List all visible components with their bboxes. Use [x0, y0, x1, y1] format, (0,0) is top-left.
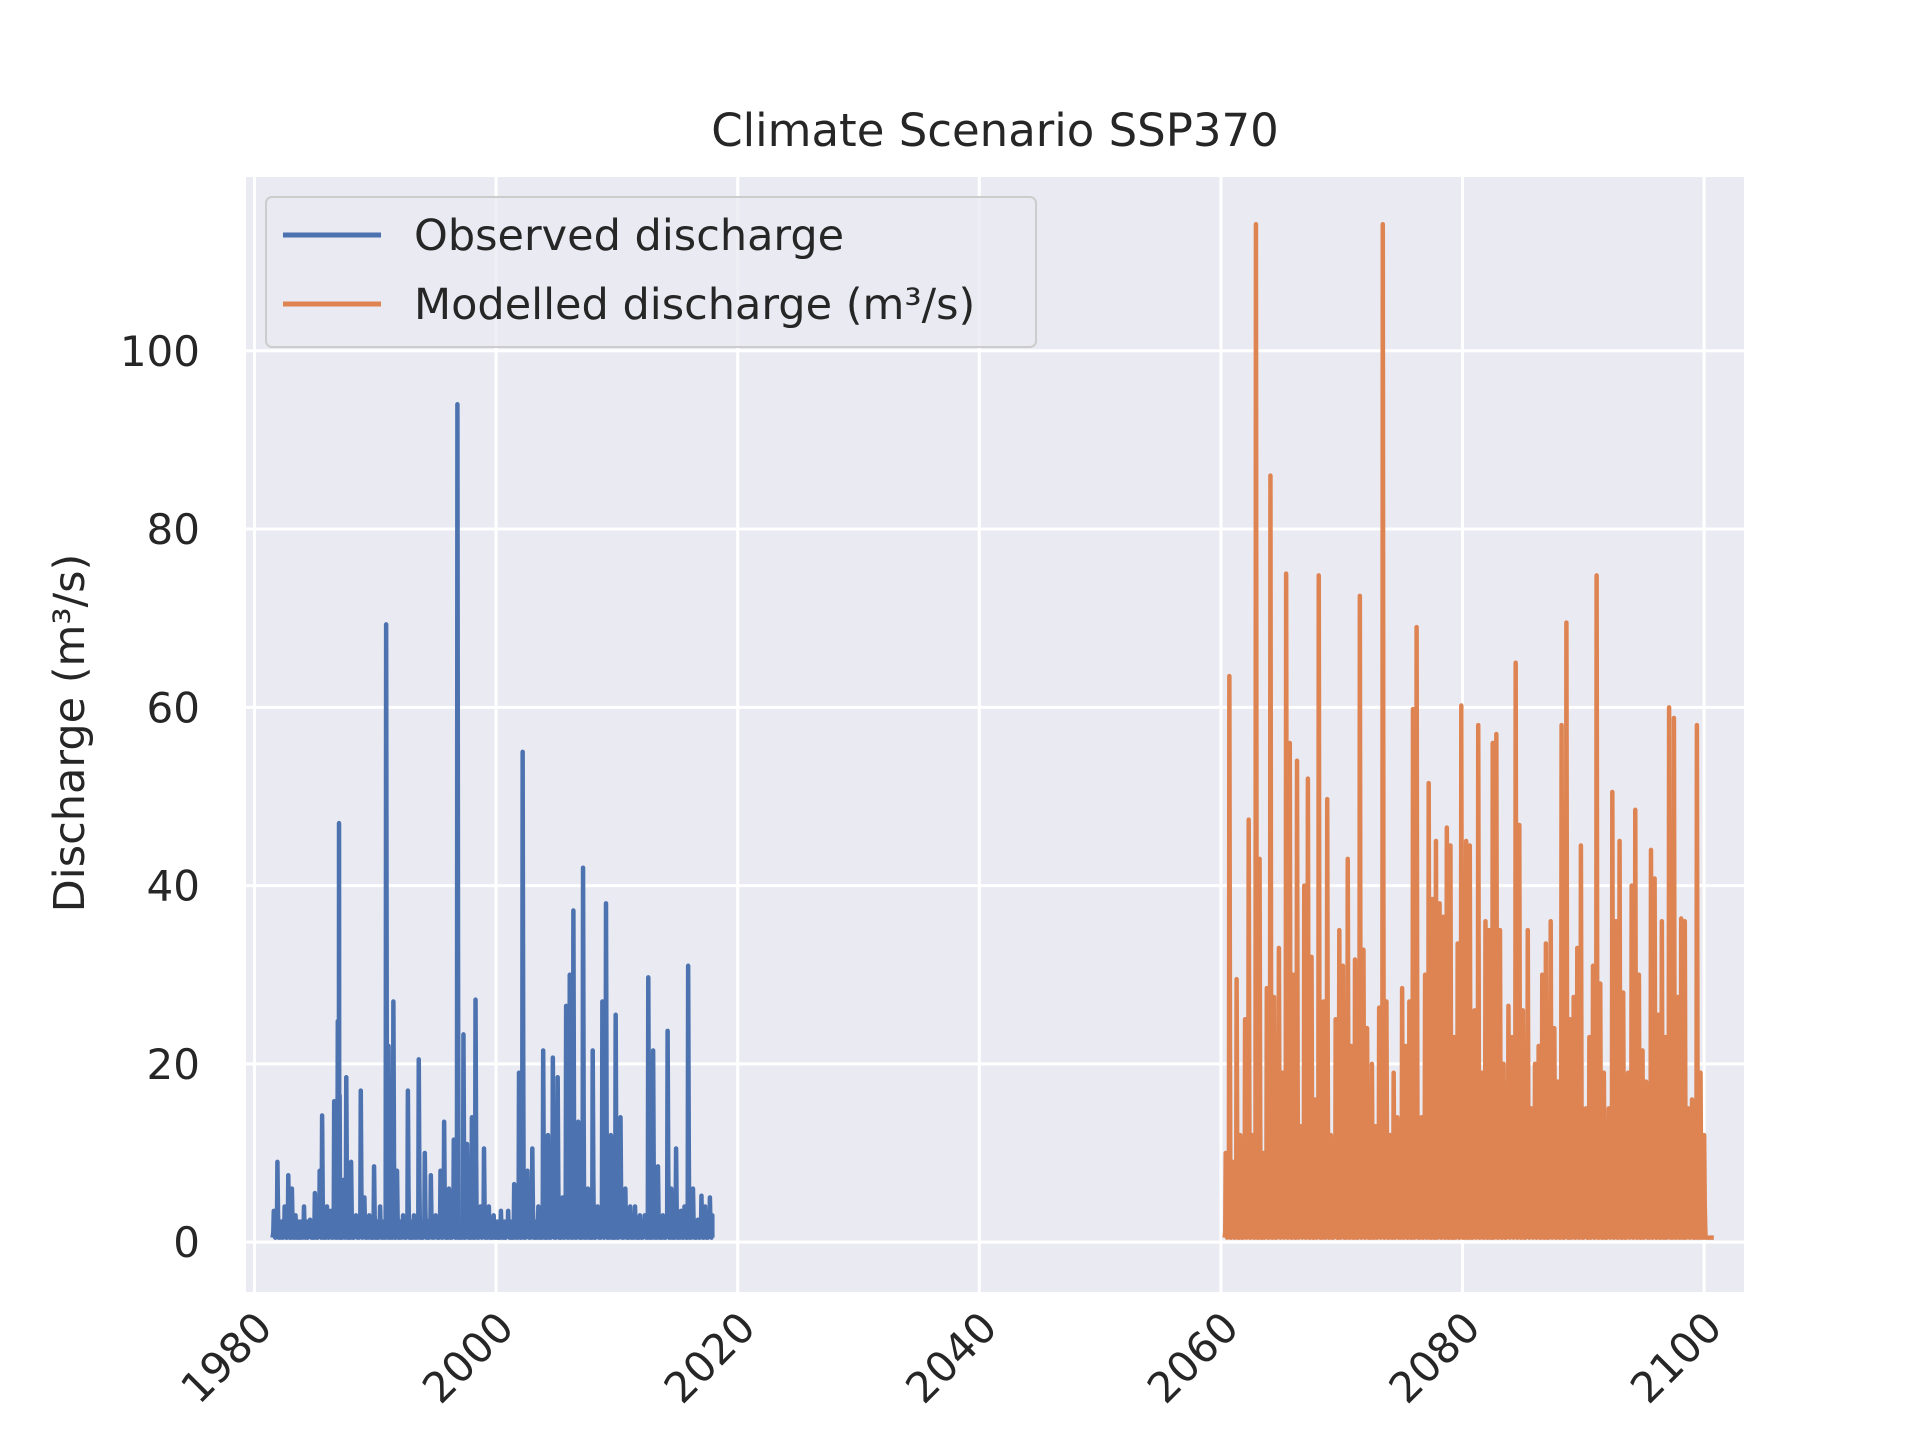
x-tick-label: 1980 — [171, 1302, 281, 1412]
y-tick-label: 0 — [173, 1218, 200, 1267]
series-line-observed — [270, 402, 715, 1240]
legend-label-observed: Observed discharge — [414, 211, 844, 261]
x-tick-label: 2040 — [896, 1302, 1006, 1412]
series-line-modelled — [1222, 221, 1714, 1240]
chart-title: Climate Scenario SSP370 — [711, 104, 1279, 157]
y-tick-label: 20 — [147, 1040, 200, 1089]
chart-legend: Observed discharge Modelled discharge (m… — [265, 196, 1037, 348]
y-tick-label: 40 — [147, 862, 200, 911]
y-tick-label: 100 — [120, 327, 200, 376]
y-tick-label: 80 — [147, 505, 200, 554]
x-tick-label: 2020 — [655, 1302, 765, 1412]
legend-label-modelled: Modelled discharge (m³/s) — [414, 280, 975, 330]
y-axis-tick-labels: 0 20 40 60 80 100 — [120, 327, 200, 1267]
legend-box — [265, 196, 1037, 348]
data-series — [270, 221, 1714, 1240]
x-tick-label: 2100 — [1621, 1302, 1731, 1412]
x-tick-label: 2060 — [1138, 1302, 1248, 1412]
x-axis-tick-labels: 1980 2000 2020 2040 2060 2080 2100 — [171, 1302, 1731, 1412]
y-tick-label: 60 — [147, 683, 200, 732]
y-axis-label: Discharge (m³/s) — [45, 554, 95, 913]
x-tick-label: 2080 — [1379, 1302, 1489, 1412]
x-tick-label: 2000 — [413, 1302, 523, 1412]
